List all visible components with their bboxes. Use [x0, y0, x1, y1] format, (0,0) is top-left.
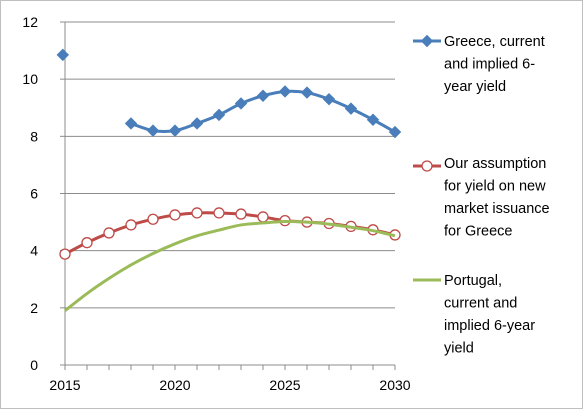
- legend-marker: [420, 34, 434, 48]
- series-line: [64, 219, 396, 312]
- legend-label: Greece, current: [444, 34, 545, 50]
- data-point: [146, 124, 160, 137]
- x-tick-label: 2020: [159, 377, 190, 393]
- data-point: [191, 207, 203, 219]
- data-point: [256, 89, 270, 102]
- series-greece-yield: [56, 48, 402, 139]
- data-point: [212, 108, 226, 122]
- x-tick-label: 2030: [379, 377, 410, 393]
- series-greece-assumption: [59, 207, 401, 260]
- legend-label: and implied 6-: [444, 57, 535, 73]
- x-tick-labels: 2015 2020 2025 2030: [49, 377, 410, 393]
- legend-label: market issuance: [444, 201, 550, 217]
- data-point: [300, 86, 314, 99]
- y-tick-labels: 0 2 4 6 8 10 12: [22, 14, 38, 373]
- data-point: [278, 85, 292, 98]
- y-tick-label: 12: [22, 14, 38, 30]
- data-point: [103, 227, 115, 239]
- legend-label: Portugal,: [444, 273, 502, 289]
- data-point: [125, 219, 137, 231]
- plot-area: [56, 48, 402, 312]
- legend-label: Our assumption: [444, 156, 546, 172]
- legend-marker: [421, 160, 433, 172]
- x-tick-label: 2015: [49, 377, 80, 393]
- y-tick-label: 6: [30, 186, 38, 202]
- legend-label: for yield on new: [444, 179, 546, 195]
- x-tick-label: 2025: [269, 377, 300, 393]
- legend-entry-greece-assumption: Our assumption for yield on new market iss…: [413, 156, 550, 240]
- data-point: [168, 124, 182, 137]
- data-point: [81, 237, 93, 249]
- legend-entry-greece-yield: Greece, current and implied 6- year yield: [413, 34, 545, 95]
- legend-label: year yield: [444, 79, 506, 95]
- data-point: [147, 213, 159, 225]
- axes: [60, 21, 396, 370]
- data-point: [190, 117, 204, 130]
- legend-label: current and: [444, 296, 517, 312]
- data-point: [234, 97, 248, 110]
- y-tick-label: 10: [22, 71, 38, 87]
- data-point: [169, 209, 181, 221]
- data-point: [257, 211, 269, 223]
- y-tick-label: 4: [30, 243, 38, 259]
- legend-label: for Greece: [444, 224, 513, 240]
- series-portugal-yield: [64, 219, 396, 312]
- data-point: [344, 102, 358, 115]
- data-point: [59, 248, 71, 260]
- data-point: [366, 113, 380, 126]
- data-point: [213, 207, 225, 219]
- y-tick-label: 0: [30, 357, 38, 373]
- data-point: [124, 117, 138, 130]
- data-point: [388, 125, 402, 139]
- legend-label: yield: [444, 341, 474, 357]
- gridlines: [65, 21, 395, 309]
- legend: Greece, current and implied 6- year yield O…: [413, 34, 550, 357]
- y-tick-label: 8: [30, 128, 38, 144]
- data-point: [56, 48, 70, 62]
- data-point: [235, 208, 247, 220]
- data-point: [322, 92, 336, 106]
- y-tick-label: 2: [30, 300, 38, 316]
- legend-label: implied 6-year: [444, 318, 535, 334]
- legend-entry-portugal-yield: Portugal, current and implied 6-year yield: [413, 273, 535, 357]
